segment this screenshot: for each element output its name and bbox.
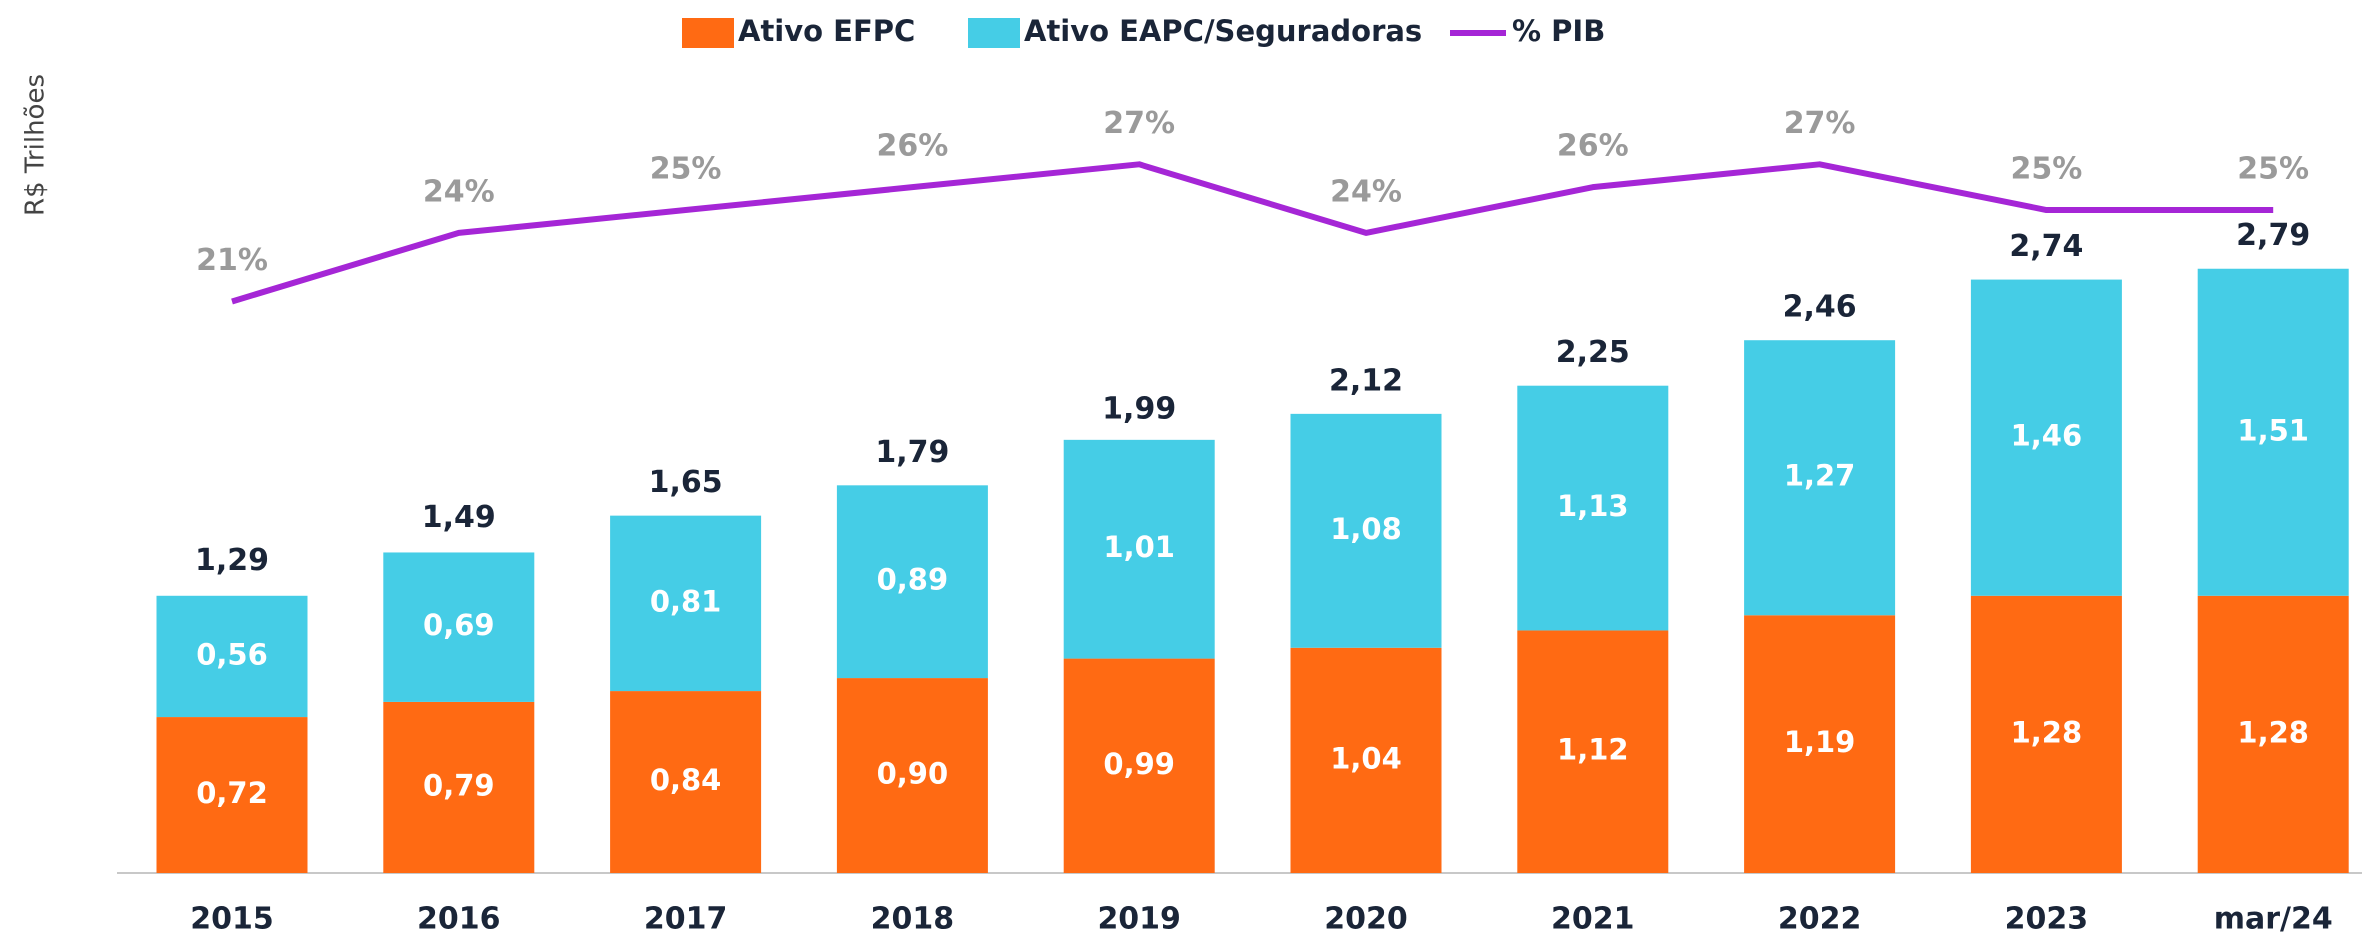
bar-value-label: 0,81: [650, 584, 722, 618]
bar-segment: [1517, 385, 1669, 631]
bar-value-label: 1,19: [1784, 725, 1856, 759]
bar-value-label: 0,90: [877, 757, 949, 791]
x-tick-label: 2019: [1097, 902, 1181, 937]
line-value-label: 21%: [196, 243, 268, 278]
bar-value-label: 0,69: [423, 608, 495, 642]
line-value-label: 25%: [2010, 152, 2082, 187]
bar-value-label: 1,46: [2011, 419, 2083, 453]
total-label: 2,12: [1329, 363, 1403, 398]
bar-segment: [1970, 595, 2122, 873]
line-value-label: 24%: [1330, 174, 1402, 209]
legend-label: Ativo EFPC: [738, 14, 915, 48]
legend-label: % PIB: [1512, 14, 1605, 48]
x-tick-label: 2015: [190, 902, 274, 937]
total-label: 1,79: [875, 435, 949, 470]
bar-segment: [836, 485, 988, 679]
total-label: 2,74: [2009, 229, 2083, 264]
bar-segment: [156, 717, 308, 873]
x-tick-label: 2020: [1324, 902, 1408, 937]
bar-segment: [1744, 340, 1896, 616]
bar-value-label: 0,84: [650, 763, 722, 797]
legend-swatch: [682, 18, 734, 48]
total-label: 2,46: [1783, 290, 1857, 325]
bar-segment: [836, 678, 988, 873]
bar-value-label: 0,89: [877, 563, 949, 597]
total-label: 1,49: [422, 500, 496, 535]
x-tick-label: 2016: [417, 902, 501, 937]
bar-value-label: 1,12: [1557, 733, 1629, 767]
bar-segment: [1063, 439, 1215, 659]
bar-segment: [2197, 595, 2349, 873]
y-axis-label: R$ Trilhões: [21, 74, 51, 216]
total-label: 1,65: [649, 465, 723, 500]
legend-label: Ativo EAPC/Seguradoras: [1024, 14, 1422, 48]
x-tick-label: 2017: [644, 902, 728, 937]
x-tick-label: 2022: [1778, 902, 1862, 937]
bar-value-label: 1,08: [1330, 512, 1402, 546]
bar-segment: [2197, 268, 2349, 596]
line-series: [231, 161, 2274, 305]
bar-segment: [1970, 279, 2122, 596]
bar-value-label: 1,28: [2237, 715, 2309, 749]
bar-value-label: 0,79: [423, 768, 495, 802]
line-value-label: 25%: [2237, 152, 2309, 187]
total-label: 2,25: [1556, 335, 1630, 370]
total-label: 1,29: [195, 543, 269, 578]
bar-value-label: 1,01: [1103, 530, 1175, 564]
bar-segment: [1290, 413, 1442, 648]
bar-segment: [1290, 647, 1442, 873]
x-tick-label: 2021: [1551, 902, 1635, 937]
bar-value-label: 0,56: [196, 637, 268, 671]
x-tick-label: 2018: [871, 902, 955, 937]
bar-segment: [156, 595, 308, 718]
legend-swatch: [968, 18, 1020, 48]
bar-segment: [1744, 615, 1896, 873]
x-tick-label: 2023: [2005, 902, 2089, 937]
x-tick-label: mar/24: [2214, 902, 2333, 937]
bar-value-label: 1,28: [2011, 715, 2083, 749]
bar-segment: [383, 552, 535, 702]
line-value-label: 27%: [1784, 106, 1856, 141]
bar-value-label: 1,04: [1330, 741, 1402, 775]
bar-segment: [1517, 630, 1669, 873]
line-value-label: 26%: [1557, 129, 1629, 164]
line-value-label: 25%: [650, 152, 722, 187]
total-label: 1,99: [1102, 392, 1176, 427]
bar-value-label: 0,99: [1103, 747, 1175, 781]
line-value-label: 24%: [423, 174, 495, 209]
line-value-label: 27%: [1103, 106, 1175, 141]
bar-value-label: 1,13: [1557, 489, 1629, 523]
bar-segment: [610, 691, 762, 873]
bar-value-label: 0,72: [196, 776, 268, 810]
bar-value-label: 1,27: [1784, 459, 1856, 493]
bar-segment: [383, 701, 535, 873]
total-label: 2,79: [2236, 218, 2310, 253]
bar-value-label: 1,51: [2237, 413, 2309, 447]
bar-segment: [610, 515, 762, 692]
line-value-label: 26%: [876, 129, 948, 164]
bar-segment: [1063, 658, 1215, 873]
